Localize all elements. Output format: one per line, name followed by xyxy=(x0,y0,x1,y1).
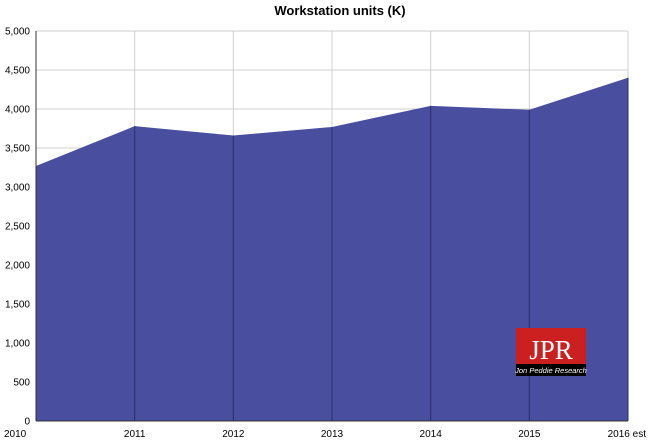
x-tick-label: 2015 xyxy=(518,429,541,440)
x-axis: 2010 2011 2012 2013 2014 2015 2016 est xyxy=(4,420,647,440)
y-axis: 0 500 1,000 1,500 2,000 2,500 3,000 3,500 4,000 4… xyxy=(5,27,37,428)
x-tick-label: 2014 xyxy=(420,429,443,440)
y-tick-label: 3,500 xyxy=(5,144,30,155)
logo-sub-bar xyxy=(516,364,586,376)
logo-main-text: JPR xyxy=(529,335,573,365)
x-tick-label: 2016 est xyxy=(608,429,647,440)
logo-sub-text: Jon Peddie Research xyxy=(514,366,587,375)
area-series xyxy=(35,77,629,422)
y-tick-label: 1,500 xyxy=(5,300,30,311)
x-tick-label: 2012 xyxy=(222,429,245,440)
y-tick-label: 500 xyxy=(13,378,30,389)
chart-title: Workstation units (K) xyxy=(274,3,405,18)
y-tick-label: 1,000 xyxy=(5,339,30,350)
y-tick-label: 4,000 xyxy=(5,105,30,116)
y-tick-label: 5,000 xyxy=(5,27,30,38)
x-tick-label: 2013 xyxy=(321,429,344,440)
y-tick-label: 2,500 xyxy=(5,222,30,233)
y-tick-label: 4,500 xyxy=(5,66,30,77)
y-tick-label: 3,000 xyxy=(5,183,30,194)
y-tick-label: 2,000 xyxy=(5,261,30,272)
y-tick-label: 0 xyxy=(24,417,30,428)
jpr-logo: JPR Jon Peddie Research xyxy=(514,328,587,376)
x-tick-label: 2011 xyxy=(124,429,146,440)
x-tick-label: 2010 xyxy=(4,429,27,440)
